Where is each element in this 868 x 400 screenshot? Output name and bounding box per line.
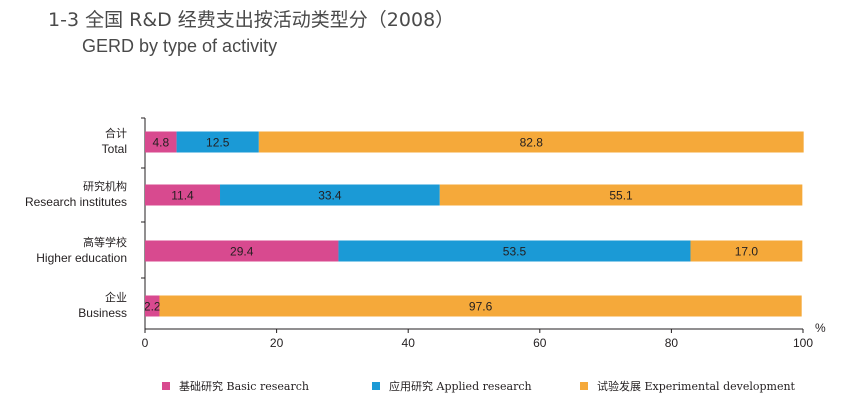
- x-unit-label: %: [815, 321, 826, 335]
- bar-segment: [145, 131, 177, 153]
- bar-segment: [145, 184, 221, 206]
- bar-segment: [176, 131, 259, 153]
- x-tick-label: 0: [142, 336, 149, 350]
- bar-segment: [258, 131, 804, 153]
- bar-value-label: 53.5: [503, 245, 527, 259]
- legend-label-applied: 应用研究 Applied research: [389, 380, 532, 393]
- x-tick-label: 20: [270, 336, 284, 350]
- legend-label-basic: 基础研究 Basic research: [179, 380, 309, 393]
- category-label-cn: 高等学校: [83, 235, 127, 249]
- bar-value-label: 29.4: [230, 245, 254, 259]
- category-label-en: Total: [102, 142, 127, 156]
- x-tick-label: 60: [533, 336, 547, 350]
- bar-segment: [338, 240, 691, 262]
- legend-item-basic: 基础研究 Basic research: [162, 378, 309, 394]
- bar-segment: [159, 295, 802, 317]
- bar-segment: [439, 184, 803, 206]
- bar-value-label: 97.6: [469, 300, 493, 314]
- chart-subtitle: GERD by type of activity: [82, 36, 278, 56]
- bar-segment: [690, 240, 803, 262]
- chart-title-block: 1-3 全国 R&D 经费支出按活动类型分（2008） GERD by type…: [48, 8, 454, 58]
- bar-value-label: 55.1: [609, 189, 633, 203]
- x-tick-label: 80: [665, 336, 679, 350]
- category-label-cn: 研究机构: [83, 179, 127, 193]
- bar-value-label: 82.8: [520, 136, 544, 150]
- bar-value-label: 17.0: [735, 245, 759, 259]
- bar-value-label: 4.8: [152, 136, 169, 150]
- x-tick-label: 100: [793, 336, 813, 350]
- category-label-en: Higher education: [36, 251, 127, 265]
- bar-segment: [145, 240, 339, 262]
- category-label-en: Research institutes: [25, 195, 127, 209]
- legend-swatch-applied: [372, 382, 380, 390]
- legend-label-experimental: 试验发展 Experimental development: [597, 380, 795, 393]
- chart-legend: 基础研究 Basic research 应用研究 Applied researc…: [0, 378, 868, 394]
- bar-value-label: 2.2: [144, 300, 161, 314]
- bar-value-label: 12.5: [206, 136, 230, 150]
- legend-item-applied: 应用研究 Applied research: [372, 378, 532, 394]
- bar-segment: [220, 184, 440, 206]
- bar-value-label: 33.4: [318, 189, 342, 203]
- chart-title: 1-3 全国 R&D 经费支出按活动类型分（2008）: [48, 9, 455, 31]
- category-label-cn: 合计: [105, 126, 127, 140]
- legend-swatch-basic: [162, 382, 170, 390]
- bar-segment: [145, 295, 160, 317]
- x-tick-label: 40: [402, 336, 416, 350]
- bar-value-label: 11.4: [171, 189, 194, 203]
- category-label-en: Business: [78, 306, 127, 320]
- legend-swatch-experimental: [580, 382, 588, 390]
- legend-item-experimental: 试验发展 Experimental development: [580, 378, 795, 394]
- category-label-cn: 企业: [105, 290, 127, 304]
